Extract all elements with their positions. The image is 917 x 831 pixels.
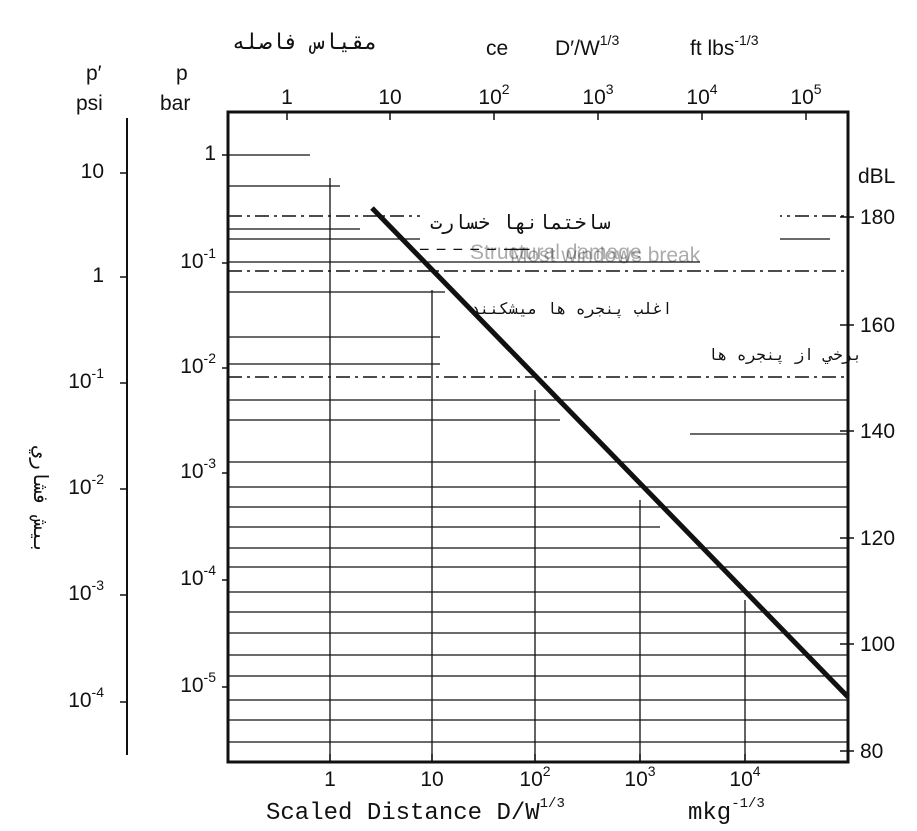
- bar-tick-label: 10-5: [180, 669, 216, 697]
- y-axis-title: بيش فشاري: [27, 446, 50, 554]
- psi-tick-label: 1: [92, 264, 104, 287]
- threshold-label: برخي از پنجره ها: [708, 347, 862, 365]
- db-tick-label: 80: [860, 740, 883, 763]
- scale-fragment: ce: [486, 37, 508, 60]
- top-axis-label: D′/W1/3: [555, 32, 619, 60]
- psi-tick-label: 10-2: [68, 471, 104, 499]
- psi-tick-label: 10-3: [68, 577, 104, 605]
- bar-tick-label: 10-1: [180, 245, 216, 273]
- plot-border: [226, 110, 850, 764]
- psi-title-2: psi: [76, 92, 103, 115]
- top-tick-label: 103: [582, 81, 613, 109]
- plot-grid: [228, 154, 848, 762]
- threshold-label: اغلب پنجره ها ميشكنند: [470, 301, 672, 319]
- top-tick-label: 1: [281, 86, 293, 109]
- db-tick-label: 180: [860, 206, 895, 229]
- db-tick-label: 140: [860, 420, 895, 443]
- bar-tick-label: 10-4: [180, 562, 216, 590]
- db-tick-label: 100: [860, 633, 895, 656]
- psi-tick-label: 10: [81, 160, 104, 183]
- pressure-curve: [370, 206, 850, 699]
- top-axis-unit: ft lbs-1/3: [690, 32, 759, 60]
- threshold-label: ساختمانها خسارت: [430, 213, 611, 236]
- db-axis-title: dBL: [858, 165, 895, 188]
- plot-frame: [226, 110, 850, 764]
- bar-title-1: p: [176, 62, 188, 85]
- psi-tick-label: 10-4: [68, 684, 104, 712]
- threshold-lines: ساختمانها خسارت Structural damage اغلب پنج…: [228, 204, 862, 378]
- axes: 1 10 102 103 104 105 1 10 102 103 104 10 1 10-1 10-2 10…: [68, 81, 895, 791]
- db-tick-label: 160: [860, 314, 895, 337]
- top-tick-label: 10: [378, 86, 401, 109]
- threshold-overlap-text: Most windows break: [510, 244, 701, 267]
- threshold-overlap-text: Structural damage: [470, 241, 642, 264]
- bottom-tick-label: 1: [324, 768, 336, 791]
- chart-title: مقياس فاصله: [232, 31, 378, 56]
- top-tick-label: 105: [790, 81, 821, 109]
- db-tick-label: 120: [860, 527, 895, 550]
- bottom-tick-label: 10: [420, 768, 443, 791]
- bottom-tick-label: 102: [519, 763, 550, 791]
- bottom-tick-label: 104: [729, 763, 760, 791]
- bar-title-2: bar: [160, 92, 190, 115]
- bar-tick-label: 10-3: [180, 455, 216, 483]
- x-axis-label: Scaled Distance D/W1/3: [266, 796, 565, 827]
- legend-partial-text: ـــ ـ ـ ـ ـ ـ: [419, 239, 530, 255]
- threshold-label-bg: [440, 330, 840, 370]
- threshold-label-bg: [445, 290, 755, 326]
- threshold-label-bg: [420, 204, 780, 240]
- bottom-tick-label: 103: [624, 763, 655, 791]
- data-series: [370, 206, 850, 699]
- top-tick-label: 102: [478, 81, 509, 109]
- bar-tick-label: 1: [204, 142, 216, 165]
- x-axis-unit: mkg-1/3: [688, 796, 765, 827]
- psi-title-1: p′: [86, 62, 102, 85]
- top-tick-label: 104: [686, 81, 717, 109]
- psi-tick-label: 10-1: [68, 365, 104, 393]
- bar-tick-label: 10-2: [180, 350, 216, 378]
